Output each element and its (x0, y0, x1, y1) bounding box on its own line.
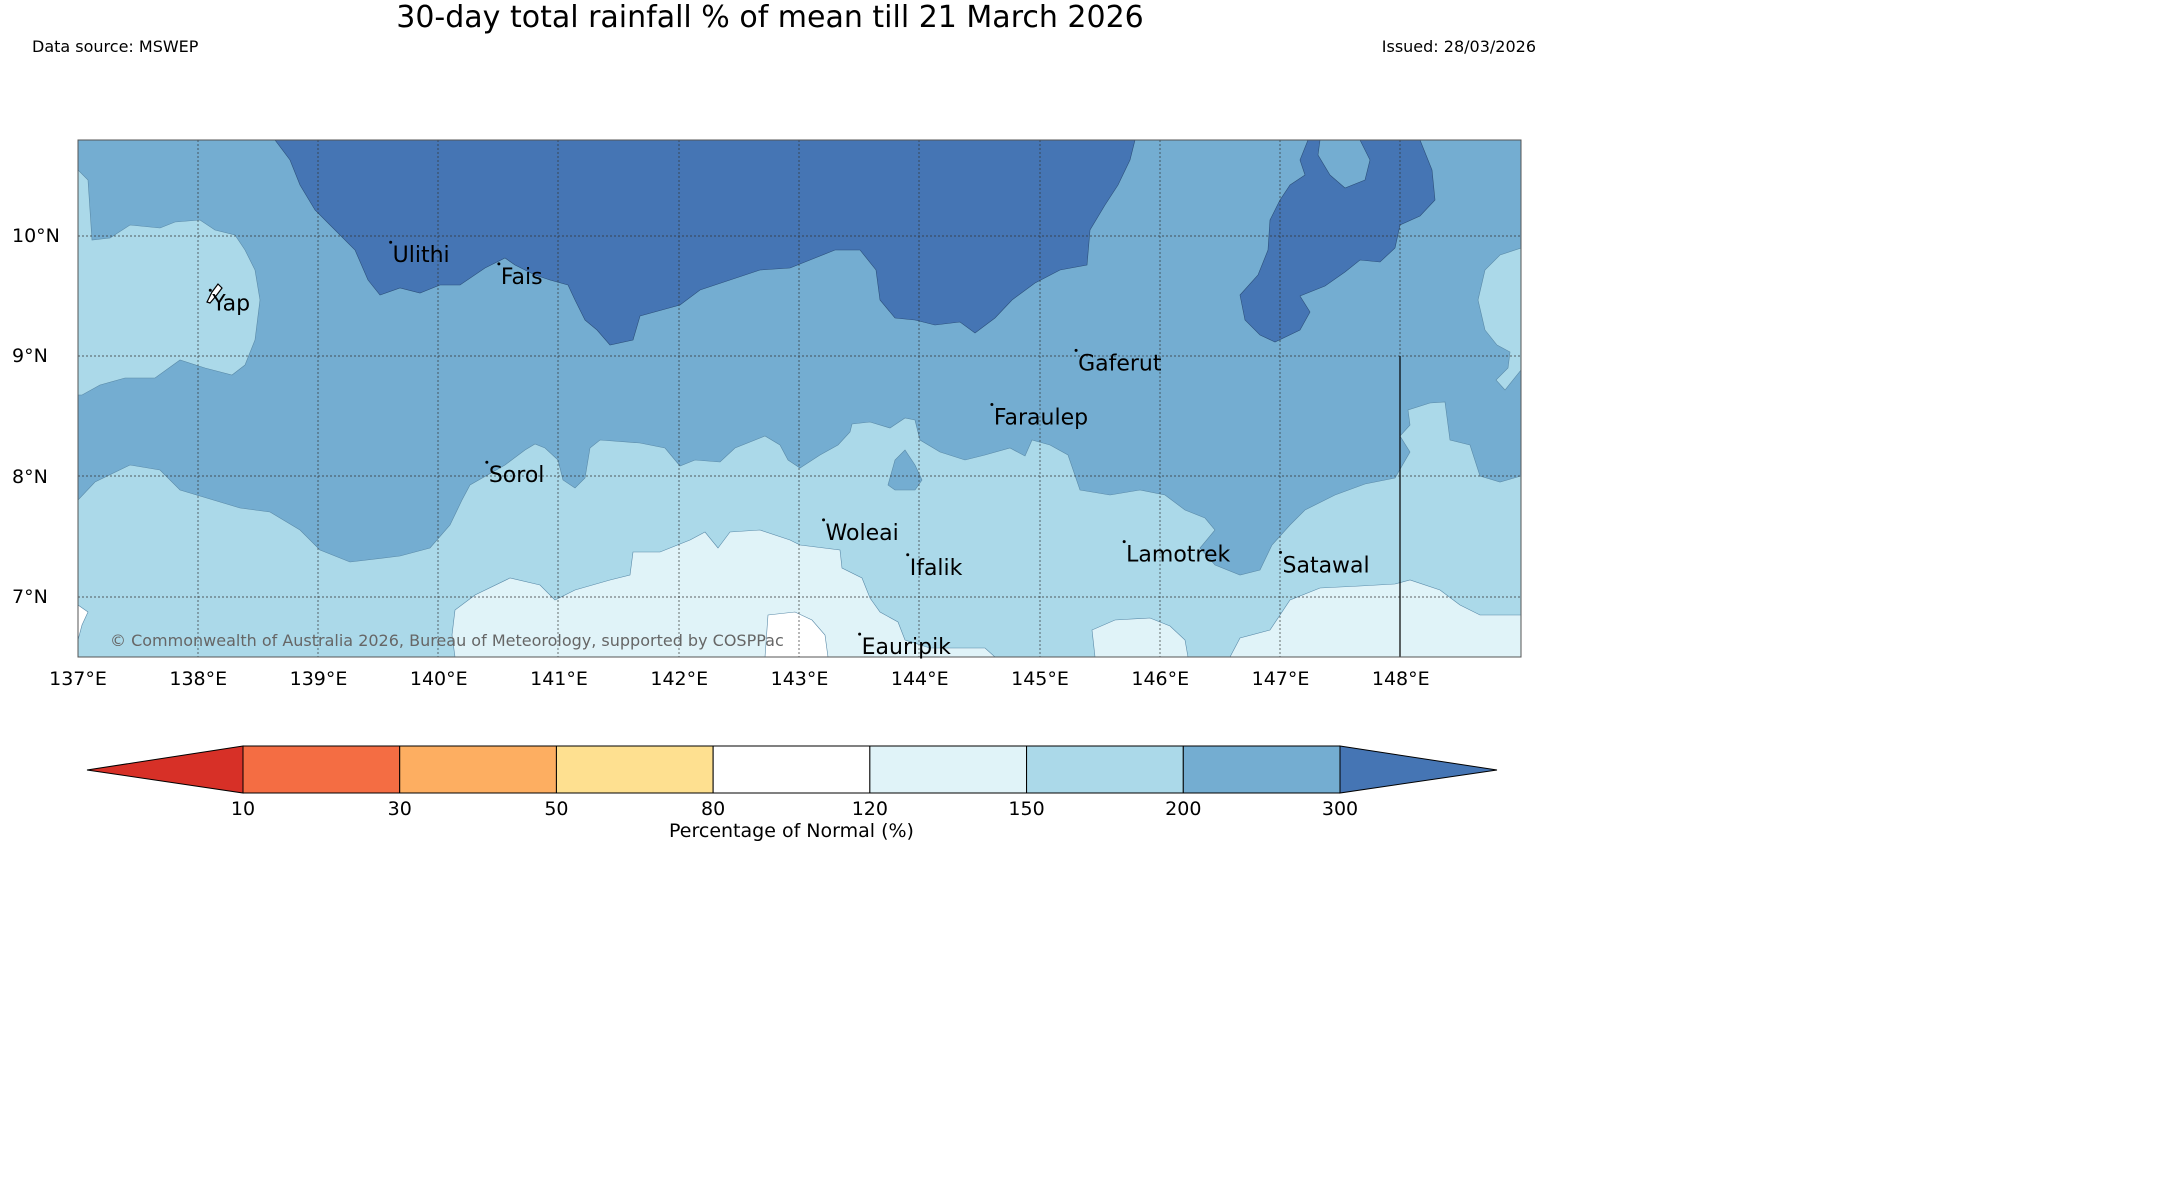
lat-tick-label: 7°N (12, 585, 48, 608)
lon-tick-label: 140°E (409, 668, 468, 690)
lon-tick-label: 137°E (49, 668, 107, 690)
place-label: Fais (501, 265, 543, 290)
lon-tick-label: 139°E (289, 668, 348, 690)
copyright-notice: © Commonwealth of Australia 2026, Bureau… (110, 631, 784, 650)
lon-tick-label: 145°E (1011, 668, 1069, 690)
colorbar-segment (712, 745, 871, 794)
lon-tick-label: 143°E (770, 668, 829, 690)
colorbar-tick-label: 80 (701, 798, 726, 820)
place-label: Gaferut (1078, 351, 1162, 376)
lat-tick-label: 8°N (12, 465, 48, 488)
place-label: Ulithi (393, 243, 450, 268)
colorbar-segment (1182, 745, 1341, 794)
lon-tick-label: 141°E (530, 668, 588, 690)
place-labels: Ulithi Fais Yap Gaferut Faraulep Sorol Woleai I… (208, 240, 1370, 660)
place-label: Ifalik (910, 556, 963, 581)
yap-island-outline (206, 283, 223, 304)
colorbar-segment (869, 745, 1028, 794)
colorbar-tick-label: 300 (1321, 798, 1359, 820)
colorbar-label: Percentage of Normal (%) (669, 820, 914, 842)
band-80-120-east (1229, 579, 1521, 657)
issued-date-label: Issued: 28/03/2026 (1381, 37, 1536, 56)
band-under-80-patch (764, 611, 829, 657)
place-label: Faraulep (994, 406, 1088, 431)
place-marker (389, 240, 393, 244)
place-label: Satawal (1283, 553, 1370, 578)
place-label: Woleai (826, 521, 899, 546)
lon-tick-label: 144°E (890, 668, 949, 690)
map-frame (77, 139, 1522, 658)
colorbar-extend-high (1339, 745, 1498, 794)
band-120-150-northeast (1477, 247, 1521, 391)
place-label: Yap (211, 291, 250, 316)
lon-tick-label: 147°E (1251, 668, 1310, 690)
band-120-150-west (78, 169, 261, 396)
band-under-80-patch2 (78, 604, 89, 641)
lat-tick-label: 9°N (12, 345, 48, 368)
lon-tick-label: 142°E (650, 668, 709, 690)
place-marker (906, 553, 910, 557)
data-source-label: Data source: MSWEP (32, 37, 199, 56)
colorbar-segment (555, 745, 714, 794)
place-marker (990, 403, 994, 407)
lon-tick-label: 148°E (1371, 668, 1430, 690)
lat-tick-label: 10°N (12, 225, 60, 248)
graticule (78, 140, 1521, 657)
place-label: Lamotrek (1126, 543, 1230, 568)
place-marker (1279, 550, 1282, 554)
colorbar-tick-label: 120 (851, 798, 888, 820)
colorbar-tick-label: 50 (544, 798, 569, 820)
colorbar-segment (1026, 745, 1184, 794)
band-300-plus-east (1212, 140, 1436, 343)
place-marker (1122, 540, 1126, 544)
place-label: Eauripik (862, 635, 952, 660)
colorbar-segment (399, 745, 557, 794)
colorbar-tick-label: 30 (387, 798, 412, 820)
lon-tick-label: 146°E (1131, 668, 1190, 690)
place-marker (822, 518, 826, 522)
band-300-plus-north (274, 140, 1136, 346)
band-150-200-island (887, 449, 923, 491)
band-80-120 (451, 529, 996, 657)
place-marker (1074, 348, 1078, 352)
colorbar-tick-label: 10 (230, 798, 256, 820)
figure-title: 30-day total rainfall % of mean till 21 … (396, 0, 1144, 35)
place-marker (208, 288, 212, 292)
lon-tick-label: 138°E (169, 668, 228, 690)
place-marker (497, 262, 501, 266)
place-marker (485, 460, 489, 464)
colorbar-tick-label: 200 (1165, 798, 1202, 820)
place-marker (858, 632, 862, 636)
colorbar-extend-low (86, 745, 244, 794)
colorbar-tick-label: 150 (1008, 798, 1045, 820)
place-label: Sorol (489, 463, 545, 488)
colorbar-segment (242, 745, 401, 794)
